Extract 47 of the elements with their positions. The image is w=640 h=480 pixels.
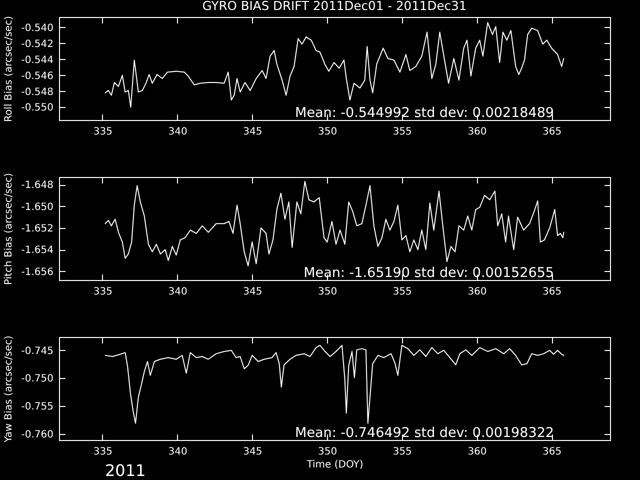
x-tick-label: 355 bbox=[392, 446, 412, 458]
annotation: Mean: -0.746492 std dev: 0.00198322 bbox=[295, 425, 554, 441]
y-tick-label: -1.648 bbox=[21, 180, 54, 192]
annotation: Mean: -1.65190 std dev: 0.00152655 bbox=[304, 265, 554, 281]
x-tick-label: 365 bbox=[542, 446, 562, 458]
y-tick-label: -0.544 bbox=[21, 54, 54, 66]
x-tick-label: 340 bbox=[168, 286, 188, 298]
x-tick-label: 360 bbox=[468, 446, 487, 458]
y-tick-label: -1.650 bbox=[21, 202, 54, 213]
x-tick-label: 365 bbox=[542, 126, 562, 138]
y-tick-label: -0.745 bbox=[21, 346, 54, 357]
y-tick-label: -0.550 bbox=[21, 102, 54, 114]
y-tick-label: -0.542 bbox=[21, 38, 54, 50]
x-tick-label: 340 bbox=[168, 126, 188, 138]
text: 2011 bbox=[105, 461, 146, 480]
x-tick-label: 355 bbox=[392, 126, 412, 138]
y-tick-label: -1.654 bbox=[21, 245, 54, 256]
y-tick-label: -0.750 bbox=[21, 374, 54, 385]
x-tick-label: 355 bbox=[392, 286, 412, 298]
y-tick-label: -0.546 bbox=[21, 70, 54, 82]
x-axis-title: Time (DOY) bbox=[306, 460, 364, 470]
x-tick-label: 365 bbox=[542, 286, 562, 298]
y-axis-title: Roll Bias (arcsec/sec) bbox=[4, 16, 14, 122]
x-tick-label: 345 bbox=[243, 126, 262, 138]
y-tick-label: -1.656 bbox=[21, 266, 54, 278]
x-tick-label: 345 bbox=[243, 286, 262, 298]
x-tick-label: 335 bbox=[93, 286, 112, 298]
x-tick-label: 350 bbox=[318, 446, 338, 458]
y-axis-title: Pitch Bias (arcsec/sec) bbox=[4, 172, 14, 286]
x-tick-label: 335 bbox=[93, 126, 112, 138]
x-tick-label: 340 bbox=[168, 446, 188, 458]
y-tick-label: -0.755 bbox=[21, 402, 54, 413]
y-axis-title: Yaw Bias (arcsec/sec) bbox=[4, 336, 14, 444]
x-tick-label: 350 bbox=[318, 126, 338, 138]
line-series bbox=[104, 22, 564, 108]
y-tick-label: -0.540 bbox=[21, 22, 54, 34]
chart-title: GYRO BIAS DRIFT 2011Dec01 - 2011Dec31 bbox=[202, 0, 467, 14]
x-tick-label: 360 bbox=[468, 286, 487, 298]
x-tick-label: 335 bbox=[93, 446, 112, 458]
y-tick-label: -0.760 bbox=[21, 429, 54, 440]
annotation: Mean: -0.544992 std dev: 0.00218489 bbox=[295, 105, 554, 121]
line-series bbox=[104, 180, 564, 266]
y-tick-label: -0.548 bbox=[21, 86, 54, 98]
x-tick-label: 360 bbox=[468, 126, 487, 138]
x-tick-label: 345 bbox=[243, 446, 262, 458]
y-tick-label: -1.652 bbox=[21, 223, 54, 234]
x-tick-label: 350 bbox=[318, 286, 338, 298]
